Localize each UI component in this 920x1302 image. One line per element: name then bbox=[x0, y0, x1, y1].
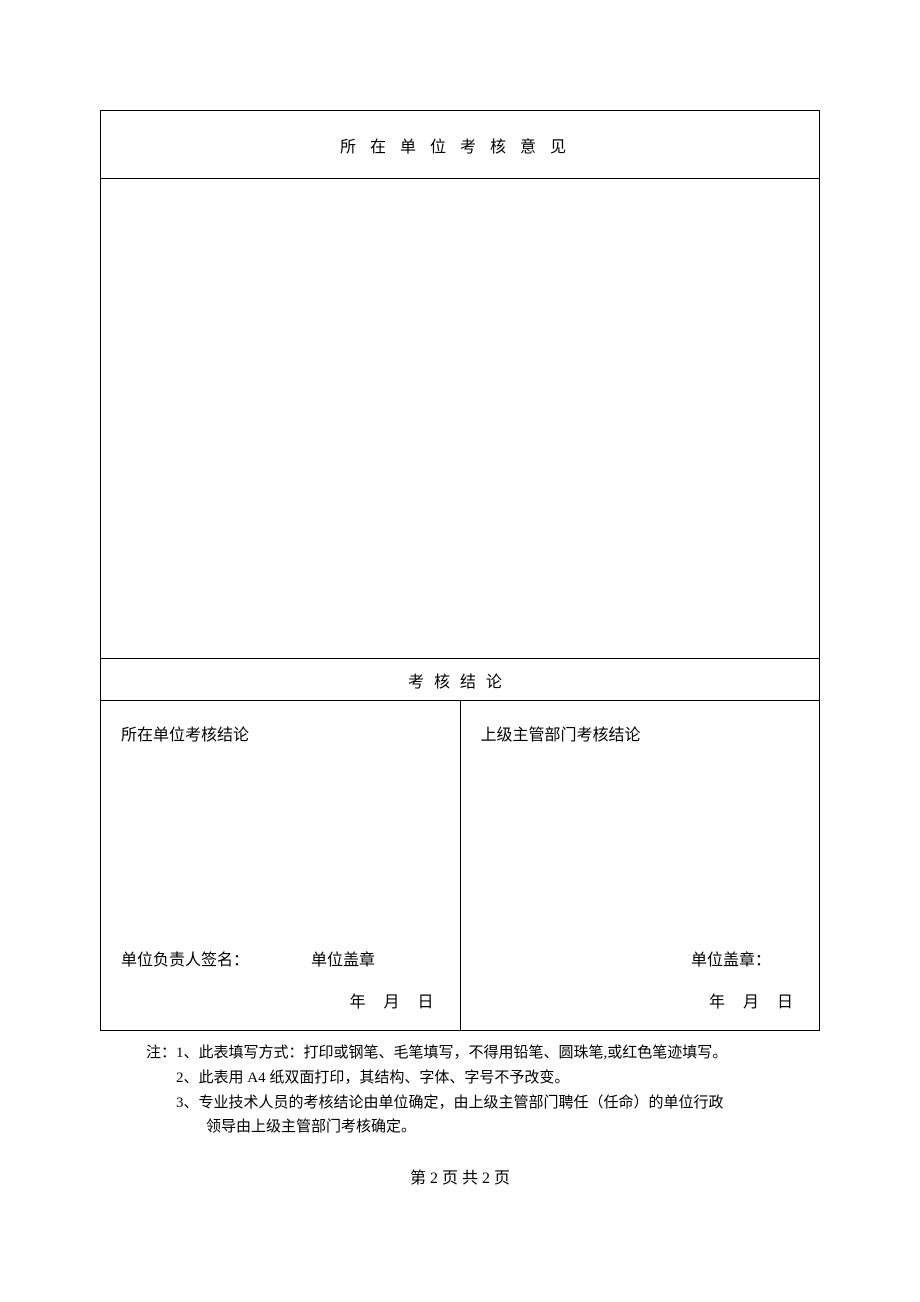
right-seal-line: 单位盖章： bbox=[691, 946, 771, 970]
notes-item-2: 2、此表用 A4 纸双面打印，其结构、字体、字号不予改变。 bbox=[176, 1066, 569, 1091]
section1-title: 所在单位考核意见 bbox=[101, 111, 820, 179]
section1-body-row bbox=[101, 179, 820, 659]
notes-prefix-spacer bbox=[146, 1066, 176, 1091]
right-seal-label: 单位盖章： bbox=[691, 952, 771, 969]
notes-line-2: 2、此表用 A4 纸双面打印，其结构、字体、字号不予改变。 bbox=[146, 1066, 820, 1091]
left-sub-title: 所在单位考核结论 bbox=[121, 721, 440, 745]
notes-line-1: 注： 1、此表填写方式：打印或钢笔、毛笔填写，不得用铅笔、圆珠笔,或红色笔迹填写… bbox=[146, 1041, 820, 1066]
left-sign-line: 单位负责人签名： 单位盖章 bbox=[121, 946, 440, 970]
right-sub-title: 上级主管部门考核结论 bbox=[481, 721, 800, 745]
notes-line-3a: 3、专业技术人员的考核结论由单位确定，由上级主管部门聘任（任命）的单位行政 bbox=[146, 1091, 820, 1116]
notes-item-3b: 领导由上级主管部门考核确定。 bbox=[206, 1119, 416, 1135]
assessment-table: 所在单位考核意见 考核结论 所在单位考核结论 单位负责人签名： 单位盖章 年 月… bbox=[100, 110, 820, 1031]
notes-line-3b: 领导由上级主管部门考核确定。 bbox=[146, 1115, 820, 1140]
conclusion-left-cell: 所在单位考核结论 单位负责人签名： 单位盖章 年 月 日 bbox=[101, 701, 461, 1031]
left-sign-label: 单位负责人签名： bbox=[121, 946, 249, 970]
right-day-label: 日 bbox=[777, 994, 793, 1011]
left-date-line: 年 月 日 bbox=[341, 988, 439, 1012]
page-number: 第 2 页 共 2 页 bbox=[100, 1164, 820, 1188]
left-month-label: 月 bbox=[383, 994, 399, 1011]
conclusion-right-cell: 上级主管部门考核结论 单位盖章： 年 月 日 bbox=[460, 701, 820, 1031]
notes-prefix-spacer-2 bbox=[146, 1091, 176, 1116]
right-month-label: 月 bbox=[743, 994, 759, 1011]
notes-section: 注： 1、此表填写方式：打印或钢笔、毛笔填写，不得用铅笔、圆珠笔,或红色笔迹填写… bbox=[146, 1041, 820, 1140]
left-seal-label: 单位盖章 bbox=[311, 946, 375, 970]
left-year-label: 年 bbox=[349, 994, 365, 1011]
notes-item-3a: 3、专业技术人员的考核结论由单位确定，由上级主管部门聘任（任命）的单位行政 bbox=[176, 1091, 724, 1116]
section1-header-row: 所在单位考核意见 bbox=[101, 111, 820, 179]
conclusion-row: 所在单位考核结论 单位负责人签名： 单位盖章 年 月 日 上级主管部门考核结论 … bbox=[101, 701, 820, 1031]
right-date-line: 年 月 日 bbox=[701, 988, 799, 1012]
section2-header-row: 考核结论 bbox=[101, 659, 820, 701]
section2-title: 考核结论 bbox=[101, 659, 820, 701]
left-day-label: 日 bbox=[417, 994, 433, 1011]
notes-prefix: 注： bbox=[146, 1041, 176, 1066]
section1-body bbox=[101, 179, 820, 659]
right-year-label: 年 bbox=[709, 994, 725, 1011]
notes-item-1: 1、此表填写方式：打印或钢笔、毛笔填写，不得用铅笔、圆珠笔,或红色笔迹填写。 bbox=[176, 1041, 727, 1066]
